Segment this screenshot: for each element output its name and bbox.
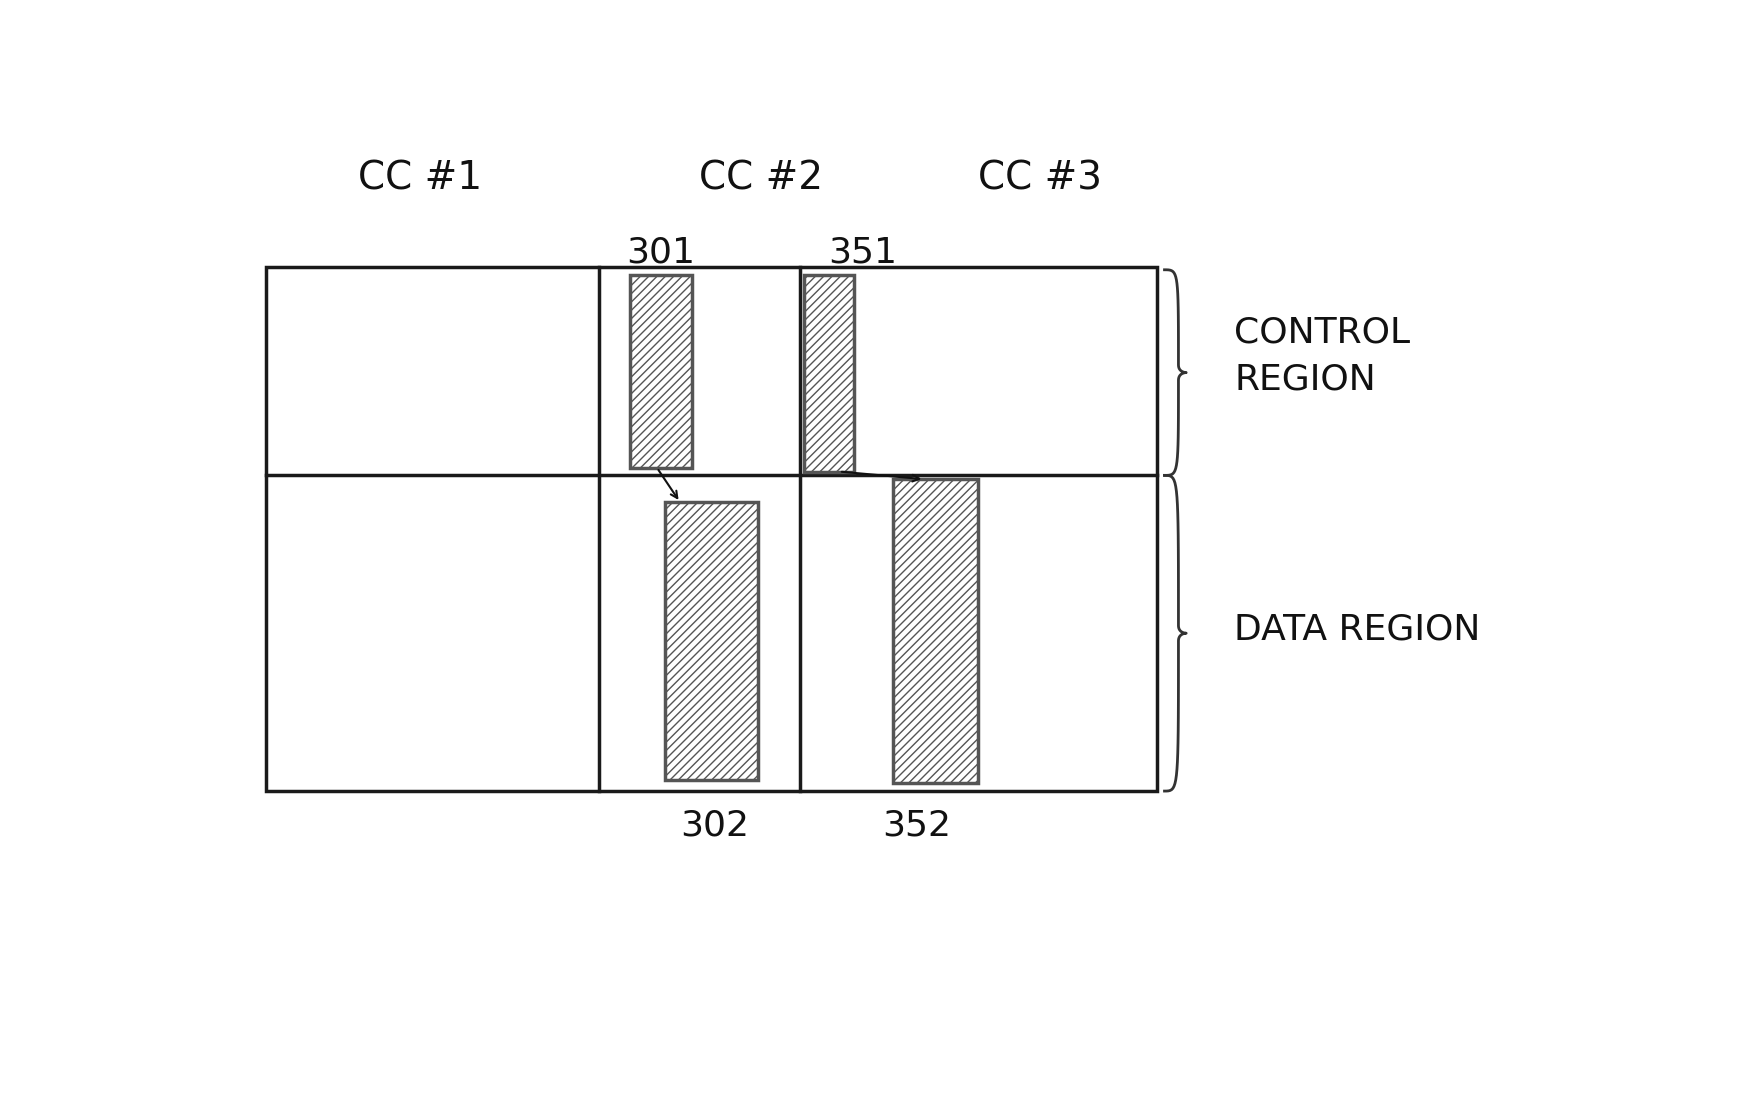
FancyBboxPatch shape [629,275,692,468]
Text: 301: 301 [625,236,696,269]
Text: 352: 352 [881,808,951,843]
Text: 351: 351 [827,236,897,269]
FancyBboxPatch shape [804,275,855,471]
Text: DATA REGION: DATA REGION [1233,613,1480,646]
FancyBboxPatch shape [664,502,757,780]
FancyBboxPatch shape [894,479,979,783]
Text: CC #3: CC #3 [979,160,1102,198]
Text: 302: 302 [680,808,750,843]
Text: CC #1: CC #1 [359,160,482,198]
FancyBboxPatch shape [266,268,1156,791]
Text: CONTROL
REGION: CONTROL REGION [1233,315,1410,397]
Text: CC #2: CC #2 [699,160,823,198]
